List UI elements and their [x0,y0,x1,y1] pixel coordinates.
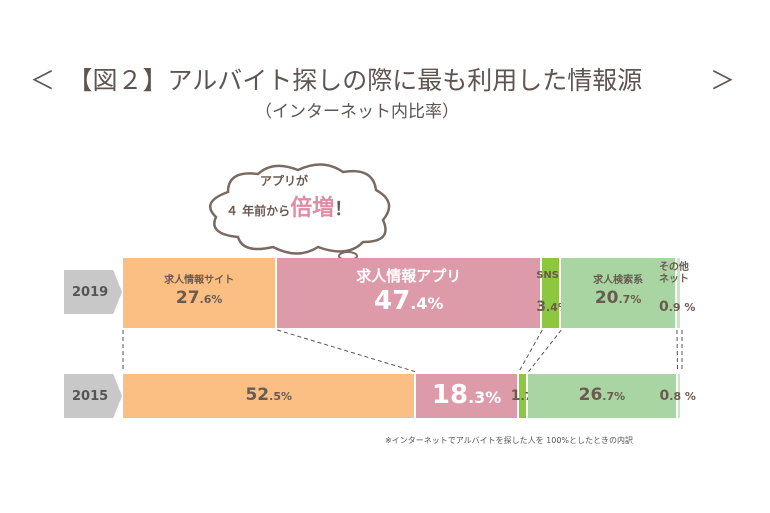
segment-label: 求人情報サイト [164,275,235,286]
bar-segment-2015-2: 1.7 % [511,374,547,418]
chart-title: ＜ 【図２】アルバイト探しの際に最も利用した情報源 ＞ [30,66,735,96]
data-label: 47.4% [374,285,444,316]
title-text: 【図２】アルバイト探しの際に最も利用した情報源 [80,66,643,95]
data-label: 26.7% [578,385,626,405]
callout-line1: アプリが [260,174,309,188]
bar-segment-2019-2: SNS 3.4% [536,258,569,328]
bar-segment-2019-3: 求人検索系 20.7% [561,258,677,328]
data-label: 18.3% [431,379,502,410]
connector-line [527,329,562,373]
segment-label: SNS [536,270,560,281]
data-label: 52.5% [245,385,292,405]
bar-segment-2015-4: 0.8 % [660,374,696,418]
cloud-shape [208,163,391,261]
bar-2015: 52.5% 18.3% 1.7 % 26.7% 0.8 % [123,374,696,418]
bar-segment-2019-1: 求人情報アプリ 47.4% [277,258,543,328]
segment-label: 求人情報アプリ [356,266,462,285]
footnote: ※インターネットでアルバイトを探した人を 100%としたときの内訳 [385,436,634,445]
bar-segment-2019-4: その他 ネット 0.9 % [659,258,695,328]
data-label: 0.9 % [658,299,696,315]
year-label-2015: 2015 [64,374,122,418]
connector-line [518,329,543,373]
bar-segment-2015-0: 52.5% [123,374,417,418]
title-right-bracket: ＞ [710,66,736,95]
bar-segment-2015-3: 26.7% [528,374,678,418]
bar-2019: 求人情報サイト 27.6% 求人情報アプリ 47.4% SNS 3.4% 求人検索系 20.7… [123,258,695,328]
data-label: 20.7% [594,288,642,308]
bar-segment-2019-0: 求人情報サイト 27.6% [123,258,278,328]
connector-line [277,329,417,373]
bar-segment-2015-1: 18.3% [416,374,519,418]
chart-subtitle: （インターネット内比率） [255,102,459,122]
data-label: 27.6% [175,288,223,308]
title-left-bracket: ＜ [30,66,56,95]
connector-line [676,329,679,373]
callout-exclamation: ！ [334,199,353,220]
segment-label: その他 ネット [658,262,689,285]
segment-label: 求人検索系 [593,275,644,286]
year-label-2019: 2019 [64,270,122,314]
data-label: 0.8 % [659,388,696,404]
callout-emphasis: 倍増 [290,196,335,221]
callout-line2: ４ 年前から [226,204,291,218]
